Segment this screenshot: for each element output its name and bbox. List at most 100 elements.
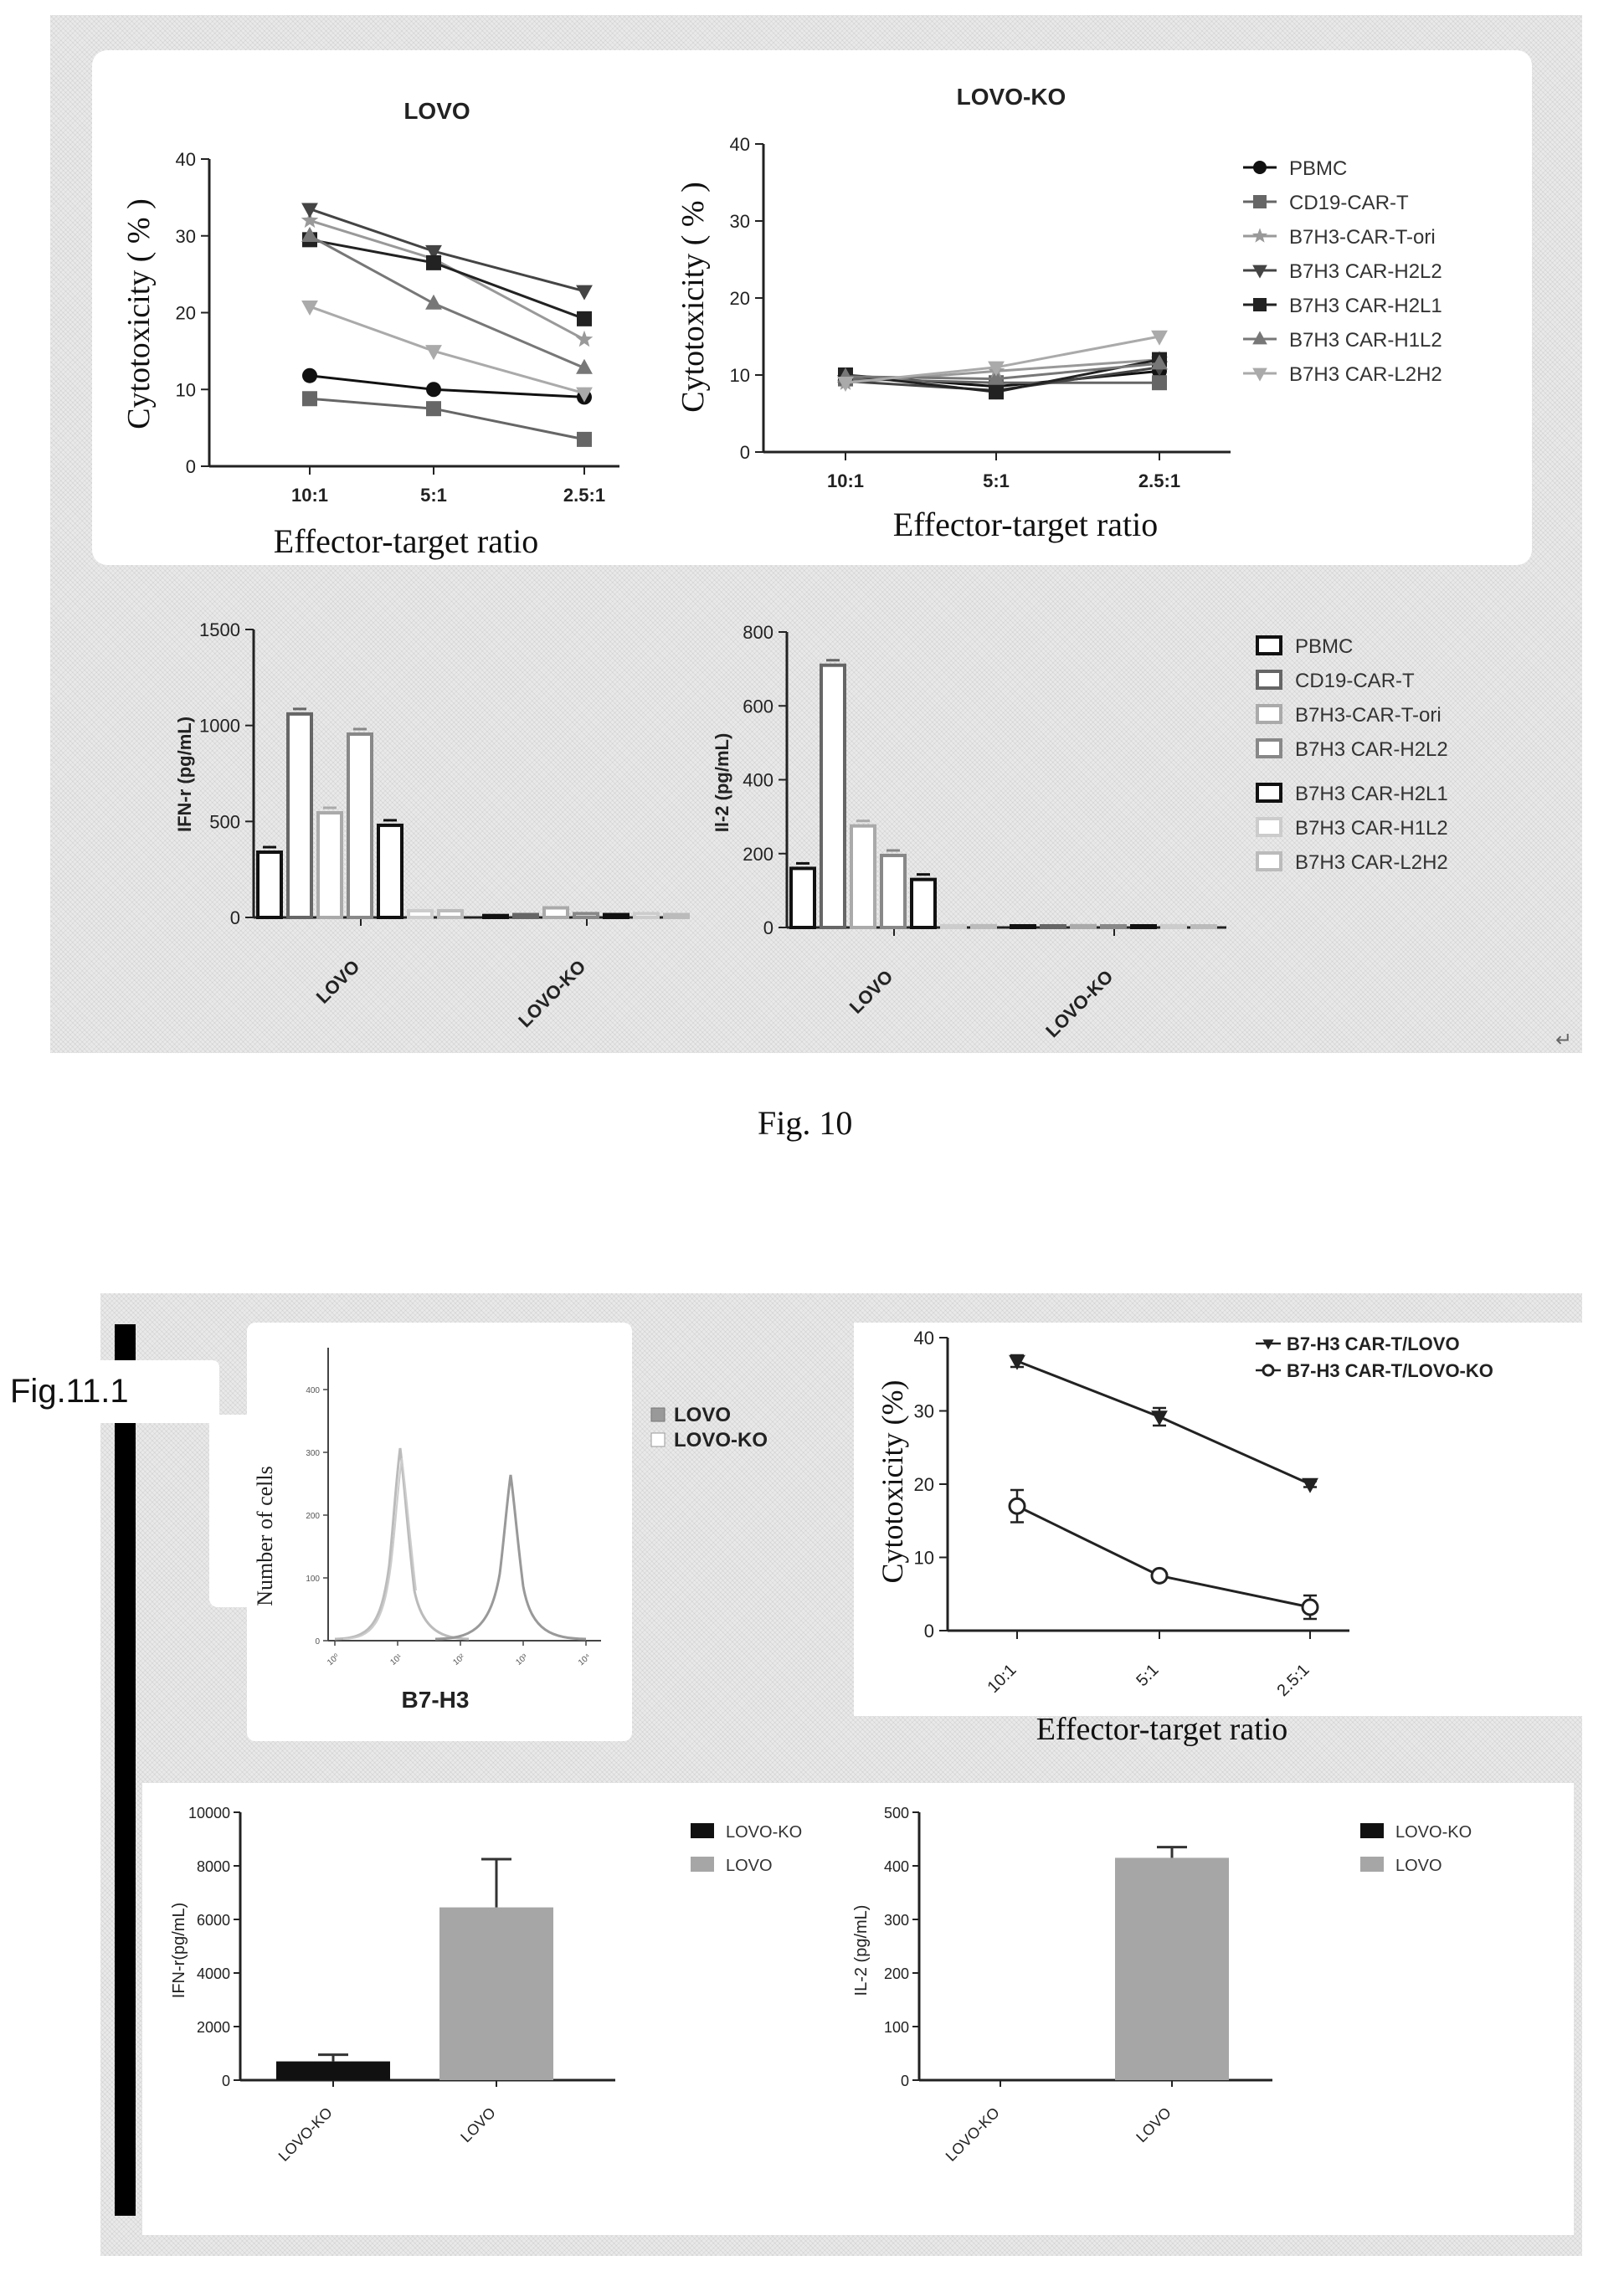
data-point (577, 431, 592, 447)
histogram-legend-lovoko-swatch (650, 1432, 666, 1447)
bar (1100, 924, 1127, 929)
histogram-legend-lovo-swatch (650, 1407, 666, 1422)
data-point (576, 285, 593, 301)
x-tick-label: LOVO (1133, 2104, 1174, 2146)
x-tick-label: 5:1 (983, 470, 1010, 491)
legend-swatch (1256, 851, 1282, 871)
hist-x-tick-label: 10³ (514, 1652, 530, 1667)
x-tick-label: 2.5:1 (1138, 470, 1180, 491)
legend-marker (1262, 1364, 1275, 1377)
data-point (1151, 354, 1168, 370)
figure10-caption: Fig. 10 (758, 1104, 853, 1142)
chart-lovo-cytotoxicity: LOVO 0 10 20 30 40 10:1 5:1 2.5:1 Cytotoxicity… (121, 98, 619, 560)
data-point (302, 367, 317, 383)
bar (850, 824, 876, 929)
data-point (1302, 1477, 1318, 1493)
y-tick-label: 10 (176, 379, 196, 400)
x-tick-label: LOVO-KO (275, 2104, 336, 2165)
data-point (576, 387, 593, 403)
bar (910, 877, 937, 929)
bar (512, 912, 539, 920)
data-point (576, 358, 593, 374)
x-tick-label: 10:1 (827, 470, 864, 491)
legend-swatch (1256, 783, 1282, 803)
data-point (425, 345, 442, 361)
bar (407, 908, 434, 920)
y-tick-label: 200 (884, 1965, 909, 1982)
x-tick-label: 10:1 (291, 485, 328, 506)
bar (437, 908, 464, 920)
chart-lovo-title: LOVO (403, 98, 470, 124)
bar (573, 912, 599, 919)
fig10-line-legend: PBMC CD19-CAR-T B7H3-CAR-T-ori B7H3 CAR-H2L… (1243, 157, 1442, 386)
legend-swatch (1360, 1823, 1384, 1838)
data-point (302, 391, 317, 407)
legend-label: B7H3 CAR-H1L2 (1289, 329, 1442, 352)
hist-y-tick-label: 0 (315, 1637, 320, 1647)
y-tick-label: 200 (743, 844, 773, 865)
x-tick-label: 10:1 (984, 1661, 1020, 1697)
legend-swatch (1256, 670, 1282, 690)
legend-label: B7H3 CAR-L2H2 (1289, 363, 1442, 386)
chart-lovo-ylabel: Cytotoxicity ( % ) (121, 198, 157, 429)
figure11-histogram-card (247, 1323, 632, 1741)
chart-fig11-ylabel: Cytotoxicity (%) (876, 1380, 909, 1584)
legend-label: B7-H3 CAR-T/LOVO (1287, 1333, 1460, 1354)
bar (276, 2061, 390, 2080)
y-tick-label: 0 (924, 1621, 934, 1642)
legend-label: LOVO (1395, 1857, 1442, 1875)
y-tick-label: 1000 (199, 716, 240, 737)
bar (1070, 923, 1097, 929)
y-tick-label: 500 (884, 1805, 909, 1821)
fig10-line-charts: LOVO 0 10 20 30 40 10:1 5:1 2.5:1 Cytotoxicity… (121, 84, 1572, 1051)
y-tick-label: 0 (230, 907, 240, 928)
chart-fig11-cytotoxicity: 0 10 20 30 40 10:1 5:1 2.5:1 B7-H3 CAR-T/LOVO B… (876, 1328, 1493, 1747)
hist-x-tick-label: 10⁰ (326, 1652, 342, 1667)
histogram-lovo-ko-peak (334, 1447, 470, 1641)
bar (1040, 924, 1066, 929)
data-point (426, 382, 441, 398)
y-tick-label: 20 (730, 288, 750, 309)
bar (1130, 924, 1157, 929)
y-tick-label: 8000 (197, 1858, 230, 1875)
legend-label: LOVO (726, 1857, 773, 1875)
y-tick-label: 40 (730, 134, 750, 155)
y-tick-label: 800 (743, 622, 773, 643)
legend-marker (1253, 298, 1267, 311)
histogram-legend-lovoko: LOVO-KO (674, 1429, 768, 1451)
figure11-tag: Fig.11.1 (0, 1360, 219, 1423)
x-tick-label: LOVO (457, 2104, 499, 2146)
data-point (1151, 330, 1168, 346)
hist-y-tick-label: 200 (306, 1512, 320, 1521)
legend-marker (1252, 265, 1267, 279)
data-point (425, 244, 442, 260)
y-tick-label: 300 (884, 1912, 909, 1929)
legend-label: PBMC (1289, 157, 1347, 180)
bar (1115, 1857, 1229, 2080)
chart-fig11-ifn-ylabel: IFN-r(pg/mL) (170, 1903, 188, 1998)
legend-label: B7H3 CAR-L2H2 (1295, 851, 1448, 874)
bar (1190, 924, 1217, 929)
data-point (988, 361, 1005, 377)
y-tick-label: 20 (914, 1474, 934, 1495)
data-point (1151, 1410, 1168, 1426)
data-point (425, 294, 442, 310)
data-point (577, 311, 592, 326)
chart-fig11-il2-ylabel: IL-2 (pg/mL) (852, 1905, 871, 1996)
bar (789, 866, 816, 930)
data-point (1301, 1598, 1319, 1616)
data-point (301, 226, 318, 242)
bar (880, 853, 907, 929)
legend-swatch (1256, 817, 1282, 837)
x-tick-label: LOVO-KO (943, 2104, 1003, 2165)
y-tick-label: 30 (730, 211, 750, 232)
y-tick-label: 40 (176, 149, 196, 170)
legend-label: B7H3 CAR-H2L1 (1295, 783, 1448, 805)
chart-fig11-il2: 0 100 200 300 400 500 LOVO-KO LOVO LOVO-KO LOVO… (852, 1805, 1472, 2165)
hist-y-tick-label: 300 (306, 1449, 320, 1458)
legend-label: B7-H3 CAR-T/LOVO-KO (1287, 1360, 1493, 1381)
figure10-line-card (92, 50, 1532, 565)
x-tick-label: 2.5:1 (1274, 1661, 1313, 1700)
y-tick-label: 40 (914, 1328, 934, 1349)
